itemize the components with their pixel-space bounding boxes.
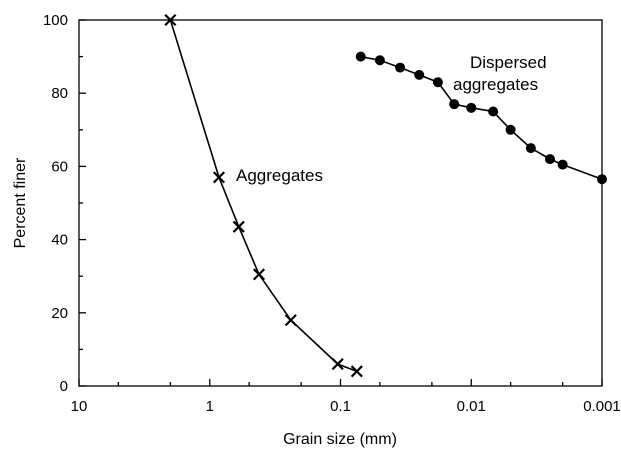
aggregates-point	[252, 268, 266, 281]
dispersed-aggregates-point	[557, 159, 568, 170]
dispersed-aggregates-point	[374, 55, 385, 66]
dispersed-aggregates-point	[355, 51, 366, 62]
y-tick-label: 20	[51, 305, 68, 322]
x-tick-label: 1	[206, 398, 214, 415]
x-axis-label: Grain size (mm)	[283, 431, 397, 448]
dispersed-aggregates-point	[525, 143, 536, 154]
y-tick-label: 100	[43, 12, 68, 29]
aggregates-label: Aggregates	[236, 166, 323, 185]
dispersed-aggregates-point	[395, 62, 406, 73]
dispersed-aggregates-point	[449, 99, 460, 110]
dispersed-aggregates-point	[544, 154, 555, 165]
y-axis-ticks: 0 20 40 60 80 100	[43, 12, 86, 395]
aggregates-point	[284, 314, 297, 327]
y-tick-label: 80	[51, 85, 68, 102]
dispersed-aggregates-point	[432, 77, 443, 88]
aggregates-line	[169, 19, 358, 373]
aggregates-point	[232, 220, 245, 233]
y-tick-label: 40	[51, 232, 68, 249]
aggregates-point	[350, 365, 363, 378]
dispersed-aggregates-point	[505, 124, 516, 135]
dispersed-label-line2: aggregates	[453, 75, 538, 94]
dispersed-aggregates-point	[414, 69, 425, 80]
dispersed-aggregates-point	[488, 106, 499, 117]
series-layer	[164, 13, 607, 378]
x-tick-label: 0.01	[457, 398, 486, 415]
dispersed-aggregates-point	[466, 102, 477, 113]
x-tick-label: 10	[71, 398, 88, 415]
x-tick-label: 0.1	[330, 398, 351, 415]
y-tick-label: 0	[60, 378, 68, 395]
x-axis-ticks: 10 1 0.1 0.01 0.001	[71, 379, 621, 415]
aggregates-point	[212, 171, 226, 184]
y-tick-label: 60	[51, 158, 68, 175]
x-tick-label: 0.001	[583, 398, 621, 415]
aggregates-point	[164, 13, 177, 27]
y-axis-label: Percent finer	[12, 157, 29, 248]
aggregates-point	[331, 357, 344, 371]
dispersed-label-line1: Dispersed	[470, 53, 547, 72]
dispersed-aggregates-point	[597, 174, 607, 185]
